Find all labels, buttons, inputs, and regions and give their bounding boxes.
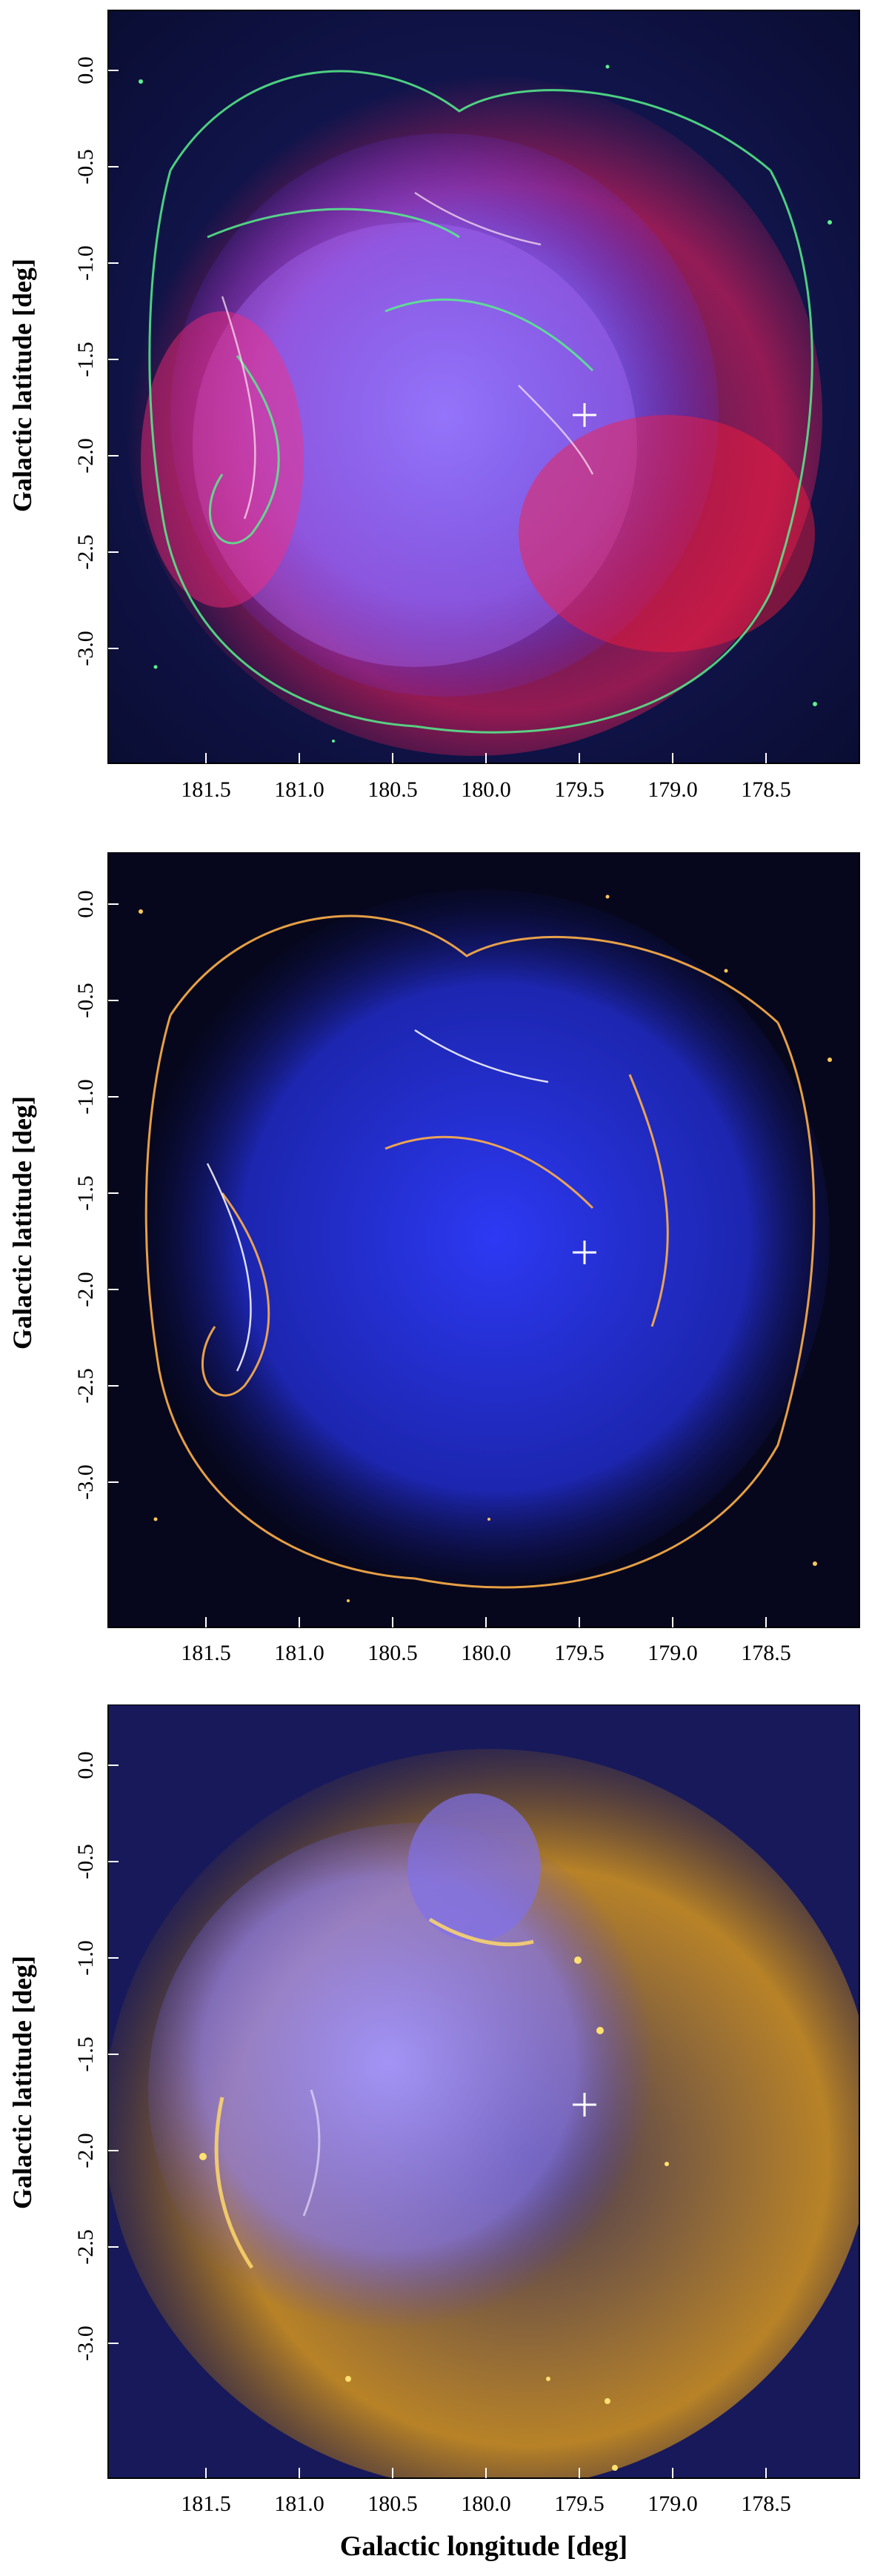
y-tick-label: -2.0 bbox=[73, 438, 98, 474]
x-tick-label: 179.5 bbox=[554, 2492, 605, 2516]
y-tick-label: -2.5 bbox=[73, 2229, 98, 2265]
y-tick-label: -1.0 bbox=[73, 1940, 98, 1976]
y-axis-3: 0.0 -0.5 -1.0 -1.5 -2.0 -2.5 -3.0 Galact… bbox=[7, 1751, 98, 2361]
x-tick-label: 179.0 bbox=[647, 2492, 698, 2516]
y-tick-label: -0.5 bbox=[73, 149, 98, 185]
x-tick-label: 181.0 bbox=[274, 2492, 324, 2516]
position-marker-cross bbox=[573, 2093, 596, 2117]
supernova-remnant-image-2 bbox=[108, 852, 859, 1627]
supernova-remnant-image-3 bbox=[108, 1704, 859, 2478]
x-axis-1: 181.5 181.0 180.5 180.0 179.5 179.0 178.… bbox=[181, 777, 791, 802]
y-axis-title: Galactic latitude [deg] bbox=[7, 1956, 37, 2209]
x-tick-label: 180.5 bbox=[367, 777, 418, 802]
x-tick-label: 181.5 bbox=[181, 777, 231, 802]
x-tick-label: 180.5 bbox=[367, 2492, 418, 2516]
x-tick-label: 180.0 bbox=[461, 2492, 511, 2516]
y-tick-label: 0.0 bbox=[73, 56, 98, 84]
y-tick-label: -0.5 bbox=[73, 983, 98, 1018]
x-tick-label: 179.0 bbox=[647, 1641, 698, 1665]
image-panel-3: 181.5 181.0 180.5 180.0 179.5 179.0 178.… bbox=[0, 1704, 889, 2572]
y-axis-title: Galactic latitude [deg] bbox=[7, 259, 37, 512]
x-tick-label: 181.0 bbox=[274, 777, 324, 802]
x-axis-title: Galactic longitude [deg] bbox=[340, 2531, 627, 2562]
x-tick-label: 179.5 bbox=[554, 1641, 605, 1665]
position-marker-cross bbox=[573, 403, 596, 427]
y-axis-1: 0.0 -0.5 -1.0 -1.5 -2.0 -2.5 -3.0 Galact… bbox=[7, 56, 98, 666]
y-tick-label: 0.0 bbox=[73, 1751, 98, 1779]
x-tick-label: 179.0 bbox=[647, 777, 698, 802]
x-tick-label: 180.0 bbox=[461, 1641, 511, 1665]
position-marker-cross bbox=[573, 1241, 596, 1264]
x-tick-label: 180.5 bbox=[367, 1641, 418, 1665]
x-axis-2: 181.5 181.0 180.5 180.0 179.5 179.0 178.… bbox=[181, 1641, 791, 1665]
x-axis-3: 181.5 181.0 180.5 180.0 179.5 179.0 178.… bbox=[181, 2492, 791, 2562]
x-tick-label: 179.5 bbox=[554, 777, 605, 802]
x-tick-label: 178.5 bbox=[741, 2492, 791, 2516]
y-tick-label: -2.0 bbox=[73, 2133, 98, 2168]
y-tick-label: -1.0 bbox=[73, 245, 98, 281]
y-tick-label: -2.5 bbox=[73, 534, 98, 570]
y-tick-label: -1.5 bbox=[73, 342, 98, 377]
y-tick-label: -2.0 bbox=[73, 1272, 98, 1307]
y-axis-2: 0.0 -0.5 -1.0 -1.5 -2.0 -2.5 -3.0 Galact… bbox=[7, 890, 98, 1500]
image-panel-2: 181.5 181.0 180.5 180.0 179.5 179.0 178.… bbox=[0, 852, 889, 1704]
x-tick-label: 178.5 bbox=[741, 777, 791, 802]
y-tick-label: -3.0 bbox=[73, 631, 98, 666]
y-tick-label: -1.5 bbox=[73, 1175, 98, 1211]
y-axis-title: Galactic latitude [deg] bbox=[7, 1096, 37, 1350]
y-tick-label: -1.0 bbox=[73, 1079, 98, 1115]
y-tick-label: -0.5 bbox=[73, 1844, 98, 1879]
y-tick-label: -3.0 bbox=[73, 1464, 98, 1500]
x-tick-label: 178.5 bbox=[741, 1641, 791, 1665]
y-tick-label: -3.0 bbox=[73, 2326, 98, 2361]
image-panel-1: 181.5 181.0 180.5 180.0 179.5 179.0 178.… bbox=[0, 0, 889, 852]
x-tick-label: 181.5 bbox=[181, 2492, 231, 2516]
x-tick-label: 181.5 bbox=[181, 1641, 231, 1665]
x-tick-label: 180.0 bbox=[461, 777, 511, 802]
y-tick-label: -2.5 bbox=[73, 1368, 98, 1404]
x-tick-label: 181.0 bbox=[274, 1641, 324, 1665]
y-tick-label: -1.5 bbox=[73, 2036, 98, 2072]
supernova-remnant-image-1 bbox=[108, 10, 859, 763]
y-tick-label: 0.0 bbox=[73, 890, 98, 918]
